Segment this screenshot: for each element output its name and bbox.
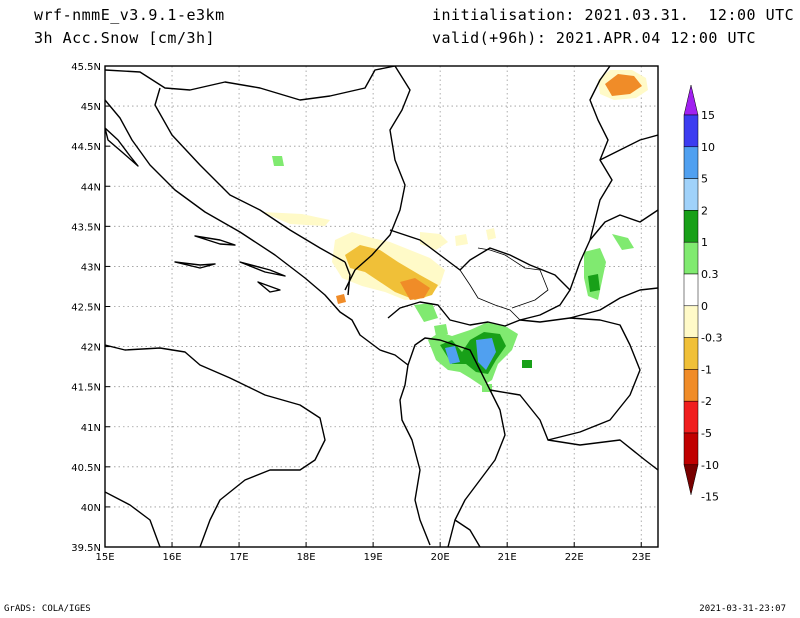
- lat-tick-label: 41.5N: [71, 383, 101, 394]
- colorbar-swatch: [683, 400, 699, 434]
- lon-tick-label: 23E: [632, 552, 651, 563]
- colorbar: 15 10 5 2 1 0.3 0 -0.3 -1 -2 -5 -10 -15: [683, 84, 722, 504]
- lon-tick-label: 15E: [95, 552, 114, 563]
- colorbar-swatch: [683, 305, 699, 338]
- colorbar-swatch: [683, 369, 699, 402]
- colorbar-swatch: [683, 114, 699, 148]
- lat-tick-label: 42N: [81, 343, 101, 354]
- colorbar-top-arrow: [683, 84, 699, 116]
- lon-tick-label: 22E: [565, 552, 584, 563]
- colorbar-label: 15: [701, 109, 715, 122]
- plot-timestamp: 2021-03-31-23:07: [699, 604, 786, 614]
- lat-tick-label: 43N: [81, 262, 101, 273]
- colorbar-label: -10: [701, 459, 719, 472]
- colorbar-swatch: [683, 178, 699, 211]
- snow-field-north-east: [598, 70, 648, 100]
- colorbar-label: 2: [701, 204, 708, 217]
- colorbar-swatch: [683, 337, 699, 370]
- colorbar-label: -0.3: [701, 332, 722, 345]
- colorbar-label: -1: [701, 363, 712, 376]
- snow-field-macedonia: [272, 156, 634, 392]
- colorbar-label: -2: [701, 395, 712, 408]
- lat-tick-label: 43.5N: [71, 222, 101, 233]
- longitude-axis: 15E 16E 17E 18E 19E 20E 21E 22E 23E: [95, 542, 651, 563]
- country-borders: [105, 66, 658, 547]
- colorbar-label: 1: [701, 236, 708, 249]
- lon-tick-label: 16E: [163, 552, 182, 563]
- colorbar-label: 10: [701, 141, 715, 154]
- colorbar-label: 0.3: [701, 268, 719, 281]
- lat-tick-label: 39.5N: [71, 543, 101, 554]
- lat-tick-label: 40.5N: [71, 463, 101, 474]
- lat-tick-label: 44.5N: [71, 142, 101, 153]
- initialisation-time: initialisation: 2021.03.31. 12:00 UTC: [432, 6, 795, 24]
- model-title: wrf-nmmE_v3.9.1-e3km: [34, 6, 225, 24]
- lon-tick-label: 20E: [431, 552, 450, 563]
- lat-tick-label: 42.5N: [71, 303, 101, 314]
- lon-tick-label: 17E: [230, 552, 249, 563]
- lat-tick-label: 45N: [81, 102, 101, 113]
- colorbar-swatch: [683, 273, 699, 307]
- lat-tick-label: 45.5N: [71, 62, 101, 73]
- colorbar-swatch: [683, 241, 699, 275]
- lat-tick-label: 44N: [81, 182, 101, 193]
- lon-tick-label: 21E: [498, 552, 517, 563]
- colorbar-label: -15: [701, 491, 719, 504]
- lat-tick-label: 41N: [81, 423, 101, 434]
- lat-tick-label: 40N: [81, 503, 101, 514]
- colorbar-label: 0: [701, 300, 708, 313]
- colorbar-label: 5: [701, 173, 708, 186]
- latitude-axis: 45.5N 45N 44.5N 44N 43.5N 43N 42.5N 42N 41.5N 41N…: [71, 62, 110, 554]
- grads-credit: GrADS: COLA/IGES: [4, 604, 91, 614]
- valid-time: valid(+96h): 2021.APR.04 12:00 UTC: [432, 29, 757, 47]
- lon-tick-label: 19E: [364, 552, 383, 563]
- gridlines: [105, 66, 658, 547]
- colorbar-swatch: [683, 432, 699, 466]
- colorbar-bottom-arrow: [683, 464, 699, 495]
- colorbar-swatch: [683, 146, 699, 179]
- colorbar-label: -5: [701, 427, 712, 440]
- lon-tick-label: 18E: [297, 552, 316, 563]
- field-title: 3h Acc.Snow [cm/3h]: [34, 29, 216, 47]
- colorbar-swatch: [683, 210, 699, 243]
- map-area: [105, 66, 658, 547]
